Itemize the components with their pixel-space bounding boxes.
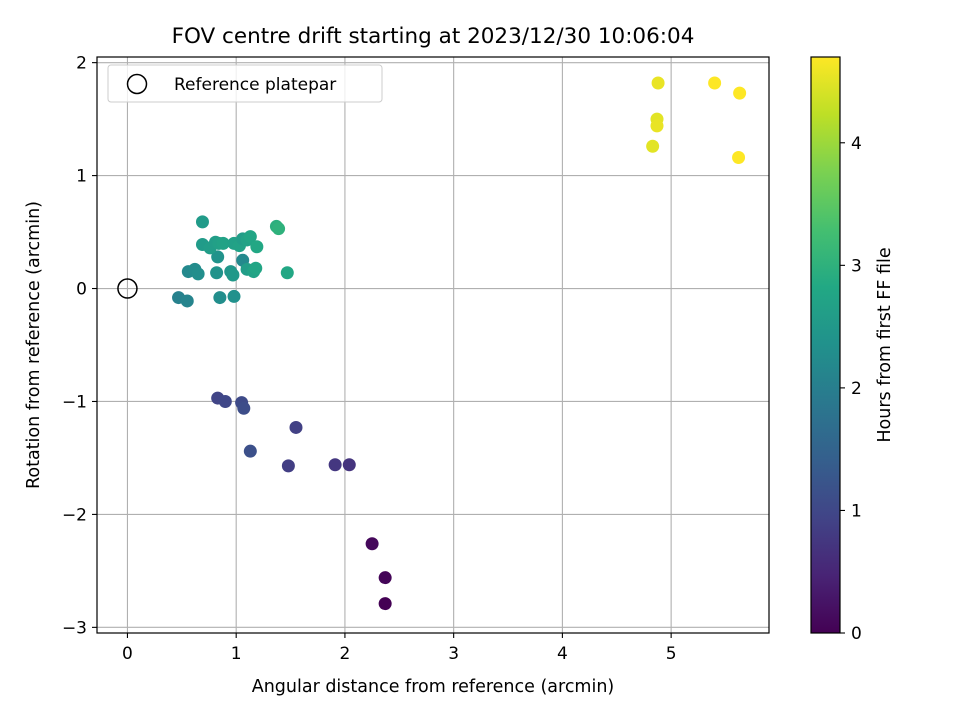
data-point [218, 394, 232, 408]
legend-label: Reference platepar [174, 75, 336, 95]
colorbar [810, 56, 841, 634]
y-axis-label: Rotation from reference (arcmin) [24, 201, 44, 489]
data-point [733, 86, 747, 100]
x-tick-label: 4 [557, 644, 568, 664]
data-point [227, 289, 241, 303]
data-point [216, 236, 230, 250]
data-point [226, 268, 240, 282]
data-point [211, 250, 225, 264]
data-point [281, 459, 295, 473]
data-point [328, 458, 342, 472]
data-point [342, 458, 356, 472]
data-point [243, 230, 257, 244]
colorbar-label: Hours from first FF file [875, 247, 895, 442]
data-point [280, 266, 294, 280]
x-axis-label: Angular distance from reference (arcmin) [252, 677, 615, 697]
data-point [195, 215, 209, 229]
data-point [250, 240, 264, 254]
data-point [708, 76, 722, 90]
data-point [732, 151, 746, 165]
data-point [243, 444, 257, 458]
reference-platepar-marker [117, 278, 138, 299]
x-tick-label: 2 [340, 644, 351, 664]
scatter-points [172, 76, 747, 611]
x-tick-label: 0 [122, 644, 133, 664]
x-tick-label: 3 [448, 644, 459, 664]
data-point [650, 119, 664, 133]
data-point [365, 537, 379, 551]
data-point [210, 266, 224, 280]
data-point [646, 139, 660, 153]
colorbar-tick-label: 4 [851, 134, 862, 154]
data-point [378, 597, 392, 611]
data-point [289, 420, 303, 434]
data-point [249, 261, 263, 275]
x-tick-label: 5 [666, 644, 677, 664]
data-point [191, 267, 205, 281]
y-tick-label: 2 [76, 54, 87, 74]
legend-box [107, 64, 383, 103]
data-point [378, 571, 392, 585]
x-tick-label: 1 [231, 644, 242, 664]
x-axis-ticks: 0 1 2 3 4 5 [122, 633, 677, 664]
y-tick-label: 0 [76, 280, 87, 300]
data-point [272, 222, 286, 236]
y-tick-label: 1 [76, 167, 87, 187]
data-point [237, 401, 251, 415]
grid [97, 57, 769, 633]
y-tick-label: −3 [62, 618, 87, 638]
data-point [651, 76, 665, 90]
colorbar-tick-label: 0 [851, 624, 862, 644]
legend: Reference platepar [107, 64, 383, 103]
chart-title: FOV centre drift starting at 2023/12/30 … [172, 24, 695, 49]
colorbar-tick-label: 3 [851, 256, 862, 276]
colorbar-tick-label: 1 [851, 501, 862, 521]
y-tick-label: −1 [62, 392, 87, 412]
y-axis-ticks: −3 −2 −1 0 1 2 [62, 54, 97, 638]
y-tick-label: −2 [62, 505, 87, 525]
data-point [180, 294, 194, 308]
plot-frame [96, 56, 770, 634]
colorbar-tick-label: 2 [851, 379, 862, 399]
data-point [213, 291, 227, 305]
colorbar-ticks: 0 1 2 3 4 [840, 134, 862, 644]
legend-marker-icon [126, 73, 148, 95]
